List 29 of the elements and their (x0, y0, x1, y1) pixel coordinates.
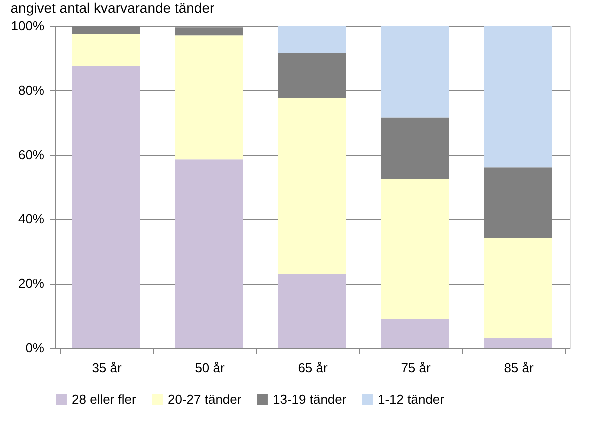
x-tick-label: 75 år (401, 360, 432, 376)
y-tick-label: 40% (18, 212, 45, 227)
bar (382, 26, 450, 118)
bar (72, 34, 140, 66)
bar (278, 98, 346, 274)
legend-label: 13-19 tänder (273, 392, 348, 407)
bar (382, 319, 450, 348)
x-tick-label: 35 år (92, 360, 122, 376)
legend-label: 20-27 tänder (168, 392, 242, 407)
y-tick-label: 100% (11, 18, 45, 34)
y-tick-label: 80% (18, 82, 45, 98)
bar (484, 26, 552, 168)
legend-label: 28 eller fler (72, 392, 137, 407)
y-tick-label: 20% (18, 276, 45, 292)
bar (484, 338, 552, 348)
chart-title: angivet antal kvarvarande tänder (10, 0, 215, 16)
bar (484, 238, 552, 338)
x-tick-label: 65 år (298, 360, 328, 376)
bar (278, 26, 346, 54)
legend-label: 1-12 tänder (378, 392, 446, 407)
bar (176, 160, 244, 348)
y-tick-label: 60% (18, 147, 45, 162)
bar (278, 274, 346, 348)
x-tick-label: 85 år (504, 360, 534, 376)
bar (176, 36, 244, 160)
y-tick-label: 0% (26, 340, 45, 356)
bar (382, 178, 450, 320)
bar (72, 66, 140, 348)
x-tick-label: 50 år (195, 360, 226, 376)
